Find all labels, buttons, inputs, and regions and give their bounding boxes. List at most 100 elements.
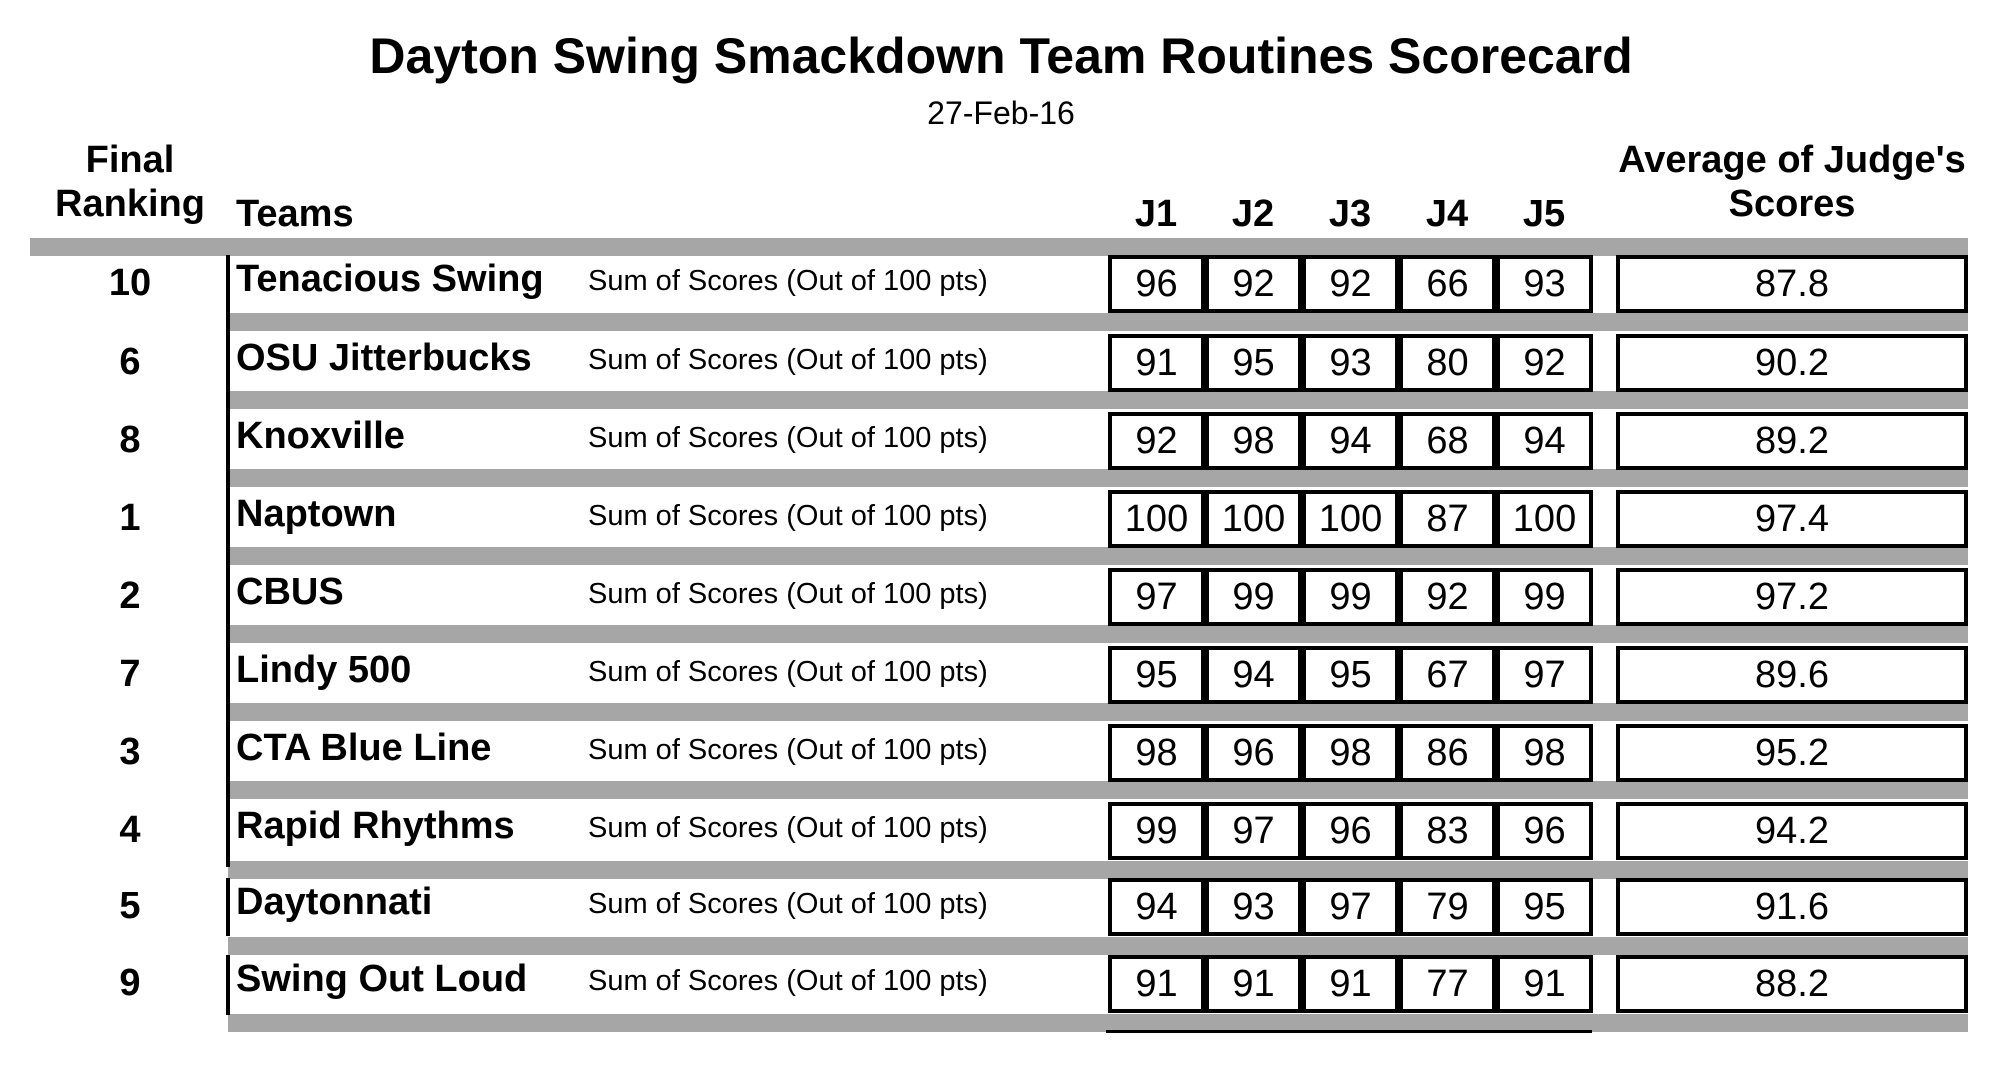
judge-score-j5: 98	[1496, 724, 1593, 782]
row-separator-bar	[228, 547, 1968, 565]
score-description: Sum of Scores (Out of 100 pts)	[588, 656, 988, 688]
judge-score-j1: 97	[1108, 568, 1205, 626]
event-date: 27-Feb-16	[927, 95, 1075, 131]
judge-score-j4: 80	[1399, 334, 1496, 392]
judge-score-j3: 94	[1302, 412, 1399, 470]
average-score: 94.2	[1616, 802, 1968, 860]
judge-score-j2: 99	[1205, 568, 1302, 626]
average-score: 87.8	[1616, 255, 1968, 313]
judge-score-j2: 96	[1205, 724, 1302, 782]
average-score: 91.6	[1616, 878, 1968, 936]
judge-score-j1: 91	[1108, 334, 1205, 392]
teams-header: Teams	[236, 193, 354, 235]
team-name: CBUS	[236, 571, 344, 613]
row-separator-bar	[228, 937, 1968, 955]
average-score: 88.2	[1616, 955, 1968, 1013]
score-description: Sum of Scores (Out of 100 pts)	[588, 578, 988, 610]
judge-score-j2: 94	[1205, 646, 1302, 704]
final-rank: 7	[119, 653, 141, 695]
final-rank: 8	[119, 419, 141, 461]
average-score: 89.2	[1616, 412, 1968, 470]
judge-header-j1: J1	[1134, 193, 1178, 235]
row-separator-bar	[228, 1014, 1968, 1032]
team-name: Daytonnati	[236, 881, 433, 923]
score-description: Sum of Scores (Out of 100 pts)	[588, 888, 988, 920]
judge-score-j4: 83	[1399, 802, 1496, 860]
final-rank: 6	[119, 341, 141, 383]
judge-score-j5: 91	[1496, 955, 1593, 1013]
teams-left-rule	[226, 255, 230, 867]
team-name: Lindy 500	[236, 649, 412, 691]
row-separator-bar	[228, 781, 1968, 799]
teams-left-rule-segment	[226, 878, 230, 936]
average-score: 97.2	[1616, 568, 1968, 626]
score-description: Sum of Scores (Out of 100 pts)	[588, 344, 988, 376]
judge-score-j3: 100	[1302, 490, 1399, 548]
judge-score-j1: 91	[1108, 955, 1205, 1013]
judge-score-j5: 93	[1496, 255, 1593, 313]
judge-score-j3: 92	[1302, 255, 1399, 313]
row-separator-bar	[228, 625, 1968, 643]
header-divider-bar	[30, 238, 1968, 256]
score-description: Sum of Scores (Out of 100 pts)	[588, 422, 988, 454]
row-separator-bar	[228, 313, 1968, 331]
final-ranking-header-line1: Final	[85, 139, 175, 181]
judge-score-j1: 94	[1108, 878, 1205, 936]
judge-score-j4: 86	[1399, 724, 1496, 782]
teams-left-rule-segment	[226, 955, 230, 1015]
judge-score-j3: 97	[1302, 878, 1399, 936]
scorecard-title: Dayton Swing Smackdown Team Routines Sco…	[369, 28, 1633, 84]
judge-score-j2: 97	[1205, 802, 1302, 860]
judge-score-j1: 100	[1108, 490, 1205, 548]
judge-score-j5: 95	[1496, 878, 1593, 936]
final-rank: 9	[119, 962, 141, 1004]
judge-score-j3: 99	[1302, 568, 1399, 626]
average-score: 95.2	[1616, 724, 1968, 782]
judge-header-j3: J3	[1328, 193, 1372, 235]
judge-header-j2: J2	[1231, 193, 1275, 235]
judge-score-j5: 99	[1496, 568, 1593, 626]
score-block-bottom-line	[1106, 1030, 1592, 1033]
judge-score-j4: 92	[1399, 568, 1496, 626]
judge-score-j5: 92	[1496, 334, 1593, 392]
team-name: Swing Out Loud	[236, 958, 528, 1000]
judge-score-j4: 68	[1399, 412, 1496, 470]
score-description: Sum of Scores (Out of 100 pts)	[588, 812, 988, 844]
judge-score-j2: 92	[1205, 255, 1302, 313]
judge-score-j3: 91	[1302, 955, 1399, 1013]
judge-score-j4: 79	[1399, 878, 1496, 936]
row-separator-bar	[228, 391, 1968, 409]
final-rank: 3	[119, 731, 141, 773]
average-score: 89.6	[1616, 646, 1968, 704]
row-separator-bar	[228, 703, 1968, 721]
team-name: Tenacious Swing	[236, 258, 544, 300]
judge-score-j1: 98	[1108, 724, 1205, 782]
final-rank: 10	[108, 262, 152, 304]
judge-score-j1: 96	[1108, 255, 1205, 313]
judge-score-j3: 98	[1302, 724, 1399, 782]
judge-score-j5: 96	[1496, 802, 1593, 860]
judge-score-j1: 92	[1108, 412, 1205, 470]
judge-score-j2: 93	[1205, 878, 1302, 936]
judge-score-j4: 77	[1399, 955, 1496, 1013]
judge-score-j5: 94	[1496, 412, 1593, 470]
judge-score-j2: 91	[1205, 955, 1302, 1013]
judge-score-j1: 99	[1108, 802, 1205, 860]
final-rank: 1	[119, 497, 141, 539]
final-ranking-header: Final Ranking	[30, 138, 230, 226]
final-rank: 2	[119, 575, 141, 617]
judge-score-j1: 95	[1108, 646, 1205, 704]
team-name: Knoxville	[236, 415, 405, 457]
judge-score-j3: 95	[1302, 646, 1399, 704]
average-score: 90.2	[1616, 334, 1968, 392]
judge-header-j5: J5	[1522, 193, 1566, 235]
team-name: Naptown	[236, 493, 397, 535]
judge-score-j5: 100	[1496, 490, 1593, 548]
judge-score-j2: 100	[1205, 490, 1302, 548]
score-description: Sum of Scores (Out of 100 pts)	[588, 965, 988, 997]
team-name: Rapid Rhythms	[236, 805, 515, 847]
score-description: Sum of Scores (Out of 100 pts)	[588, 500, 988, 532]
score-description: Sum of Scores (Out of 100 pts)	[588, 734, 988, 766]
row-separator-bar	[228, 861, 1968, 879]
average-score: 97.4	[1616, 490, 1968, 548]
